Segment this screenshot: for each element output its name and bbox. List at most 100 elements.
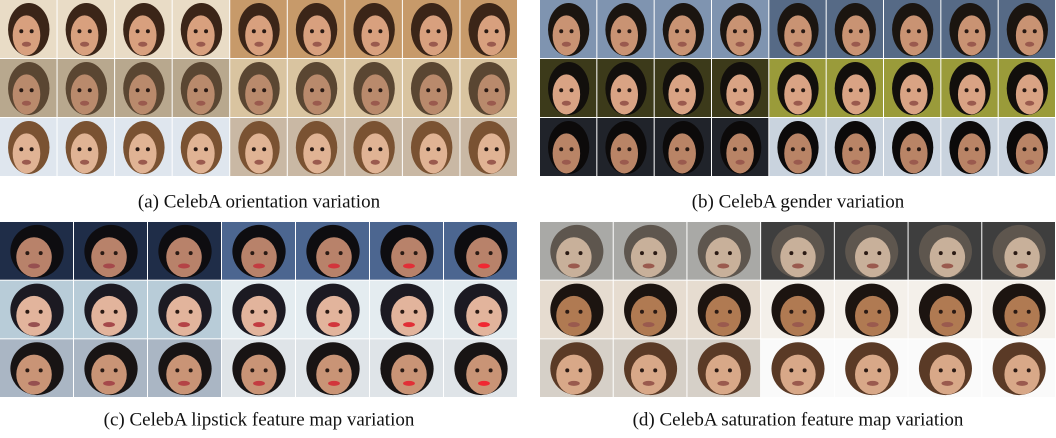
- eye: [400, 368, 405, 373]
- eye: [436, 29, 441, 34]
- face: [630, 237, 667, 278]
- eye: [952, 309, 957, 314]
- mouth: [28, 380, 40, 386]
- eye: [19, 147, 24, 152]
- eye: [100, 309, 105, 314]
- eye: [309, 88, 314, 93]
- panel-c-grid: [0, 222, 517, 397]
- mouth: [312, 100, 322, 106]
- face: [929, 354, 966, 395]
- face: [361, 74, 390, 115]
- eye: [436, 88, 441, 93]
- mouth: [1025, 100, 1035, 106]
- face: [241, 237, 277, 278]
- eye: [877, 251, 882, 256]
- eye: [790, 88, 795, 93]
- mouth: [103, 263, 115, 269]
- eye: [263, 368, 268, 373]
- eye: [135, 29, 140, 34]
- mouth: [254, 100, 264, 106]
- eye: [426, 88, 431, 93]
- eye: [25, 309, 30, 314]
- face: [929, 237, 966, 278]
- face: [1015, 15, 1044, 56]
- eye: [413, 251, 418, 256]
- eye: [251, 147, 256, 152]
- face: [957, 74, 986, 115]
- panel-d-grid: [540, 222, 1055, 397]
- eye: [627, 147, 632, 152]
- eye: [309, 29, 314, 34]
- mouth: [478, 380, 490, 386]
- mouth: [428, 100, 438, 106]
- mouth: [178, 380, 190, 386]
- eye: [964, 147, 969, 152]
- mouth: [717, 322, 730, 328]
- face: [303, 133, 331, 174]
- eye: [617, 147, 622, 152]
- mouth: [909, 41, 919, 47]
- mouth: [792, 322, 804, 328]
- face: [361, 15, 390, 56]
- face: [610, 15, 639, 56]
- mouth: [196, 100, 206, 106]
- eye: [325, 368, 330, 373]
- eye: [727, 368, 732, 373]
- eye: [877, 309, 882, 314]
- eye: [675, 88, 680, 93]
- mouth: [568, 380, 580, 386]
- mouth: [253, 380, 265, 386]
- eye: [801, 147, 806, 152]
- eye: [77, 88, 82, 93]
- eye: [426, 29, 431, 34]
- eye: [675, 29, 680, 34]
- face: [166, 237, 202, 278]
- eye: [617, 88, 622, 93]
- eye: [565, 309, 570, 314]
- mouth: [866, 380, 879, 386]
- eye: [1026, 309, 1031, 314]
- mouth: [370, 41, 380, 47]
- mouth: [1025, 41, 1035, 47]
- eye: [87, 88, 92, 93]
- eye: [251, 29, 256, 34]
- face: [16, 237, 52, 278]
- eye: [263, 309, 268, 314]
- mouth: [80, 159, 90, 165]
- eye: [188, 368, 193, 373]
- eye: [145, 147, 150, 152]
- eye: [188, 309, 193, 314]
- face: [610, 133, 639, 174]
- eye: [29, 29, 34, 34]
- eye: [19, 29, 24, 34]
- mouth: [253, 263, 265, 269]
- eye: [1013, 368, 1018, 373]
- eye: [964, 29, 969, 34]
- eye: [559, 147, 564, 152]
- eye: [802, 251, 807, 256]
- eye: [727, 309, 732, 314]
- eye: [204, 29, 209, 34]
- eye: [974, 147, 979, 152]
- mouth: [178, 322, 190, 328]
- mouth: [677, 41, 687, 47]
- eye: [87, 147, 92, 152]
- eye: [685, 29, 690, 34]
- eye: [569, 88, 574, 93]
- eye: [859, 29, 864, 34]
- eye: [494, 29, 499, 34]
- eye: [113, 368, 118, 373]
- face: [784, 74, 812, 115]
- face: [12, 74, 41, 115]
- mouth: [312, 41, 322, 47]
- eye: [653, 309, 658, 314]
- eye: [250, 368, 255, 373]
- face: [552, 74, 581, 115]
- eye: [338, 368, 343, 373]
- face: [842, 15, 870, 56]
- eye: [732, 29, 737, 34]
- mouth: [328, 380, 340, 386]
- eye: [25, 251, 30, 256]
- eye: [578, 368, 583, 373]
- eye: [938, 309, 943, 314]
